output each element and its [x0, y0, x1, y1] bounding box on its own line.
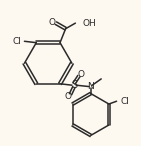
Text: N: N [87, 82, 94, 91]
Text: O: O [65, 92, 72, 101]
Text: Cl: Cl [12, 37, 21, 46]
Text: O: O [49, 18, 56, 27]
Text: OH: OH [82, 19, 96, 28]
Text: Cl: Cl [120, 97, 129, 106]
Text: S: S [71, 80, 77, 90]
Text: O: O [77, 69, 84, 79]
